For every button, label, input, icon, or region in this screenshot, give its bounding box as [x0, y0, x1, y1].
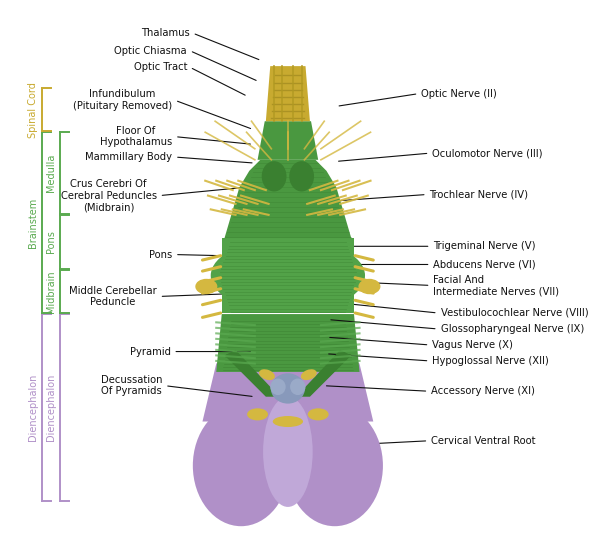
- Ellipse shape: [287, 405, 383, 526]
- Text: Trigeminal Nerve (V): Trigeminal Nerve (V): [433, 241, 536, 251]
- Polygon shape: [224, 160, 351, 238]
- Text: Vestibulocochlear Nerve (VIII): Vestibulocochlear Nerve (VIII): [440, 308, 588, 318]
- Ellipse shape: [290, 379, 305, 395]
- Ellipse shape: [263, 397, 313, 507]
- Ellipse shape: [308, 408, 329, 420]
- Polygon shape: [202, 342, 373, 422]
- Text: Accessory Nerve (XI): Accessory Nerve (XI): [431, 386, 535, 396]
- Text: Optic Nerve (II): Optic Nerve (II): [421, 89, 497, 99]
- Ellipse shape: [289, 161, 314, 191]
- Ellipse shape: [273, 416, 303, 427]
- Text: Crus Cerebri Of
Cerebral Peduncles
(Midbrain): Crus Cerebri Of Cerebral Peduncles (Midb…: [61, 179, 157, 212]
- Text: Trochlear Nerve (IV): Trochlear Nerve (IV): [430, 190, 529, 199]
- Ellipse shape: [211, 238, 365, 313]
- Polygon shape: [296, 350, 351, 397]
- Text: Decussation
Of Pyramids: Decussation Of Pyramids: [101, 375, 162, 397]
- Text: Vagus Nerve (X): Vagus Nerve (X): [432, 340, 513, 350]
- Polygon shape: [222, 238, 354, 313]
- Text: Diencephalon: Diencephalon: [28, 374, 38, 441]
- Text: Pyramid: Pyramid: [130, 347, 170, 356]
- Ellipse shape: [270, 379, 286, 395]
- Ellipse shape: [196, 279, 217, 294]
- Text: Optic Chiasma: Optic Chiasma: [115, 46, 187, 56]
- Text: Oculomotor Nerve (III): Oculomotor Nerve (III): [432, 148, 543, 158]
- Text: Cervical Ventral Root: Cervical Ventral Root: [431, 436, 536, 446]
- Text: Thalamus: Thalamus: [141, 28, 190, 38]
- Ellipse shape: [271, 374, 305, 403]
- Text: Abducens Nerve (VI): Abducens Nerve (VI): [433, 260, 536, 269]
- Text: Optic Tract: Optic Tract: [134, 62, 187, 72]
- Ellipse shape: [247, 408, 268, 420]
- Text: Medulla: Medulla: [46, 154, 56, 192]
- Polygon shape: [224, 350, 280, 397]
- Text: Floor Of
Hypothalamus: Floor Of Hypothalamus: [100, 126, 172, 148]
- Polygon shape: [257, 121, 318, 160]
- Text: Infundibulum
(Pituitary Removed): Infundibulum (Pituitary Removed): [73, 89, 172, 111]
- Text: Glossopharyngeal Nerve (IX): Glossopharyngeal Nerve (IX): [440, 324, 584, 334]
- Polygon shape: [216, 314, 359, 372]
- Text: Pons: Pons: [149, 250, 172, 260]
- Text: Spinal Cord: Spinal Cord: [28, 82, 38, 138]
- Text: Middle Cerebellar
Peduncle: Middle Cerebellar Peduncle: [69, 285, 157, 307]
- Text: Mammillary Body: Mammillary Body: [85, 152, 172, 162]
- Ellipse shape: [259, 369, 275, 380]
- Text: Facial And
Intermediate Nerves (VII): Facial And Intermediate Nerves (VII): [433, 274, 559, 296]
- Text: Pons: Pons: [46, 230, 56, 253]
- Ellipse shape: [358, 279, 380, 294]
- Ellipse shape: [301, 369, 317, 380]
- Polygon shape: [266, 66, 310, 121]
- Text: Diencephalon: Diencephalon: [46, 374, 56, 441]
- Ellipse shape: [193, 405, 289, 526]
- Text: Brainstem: Brainstem: [28, 197, 38, 248]
- Ellipse shape: [262, 161, 287, 191]
- Text: Hypoglossal Nerve (XII): Hypoglossal Nerve (XII): [432, 356, 549, 366]
- Text: Midbrain: Midbrain: [46, 270, 56, 313]
